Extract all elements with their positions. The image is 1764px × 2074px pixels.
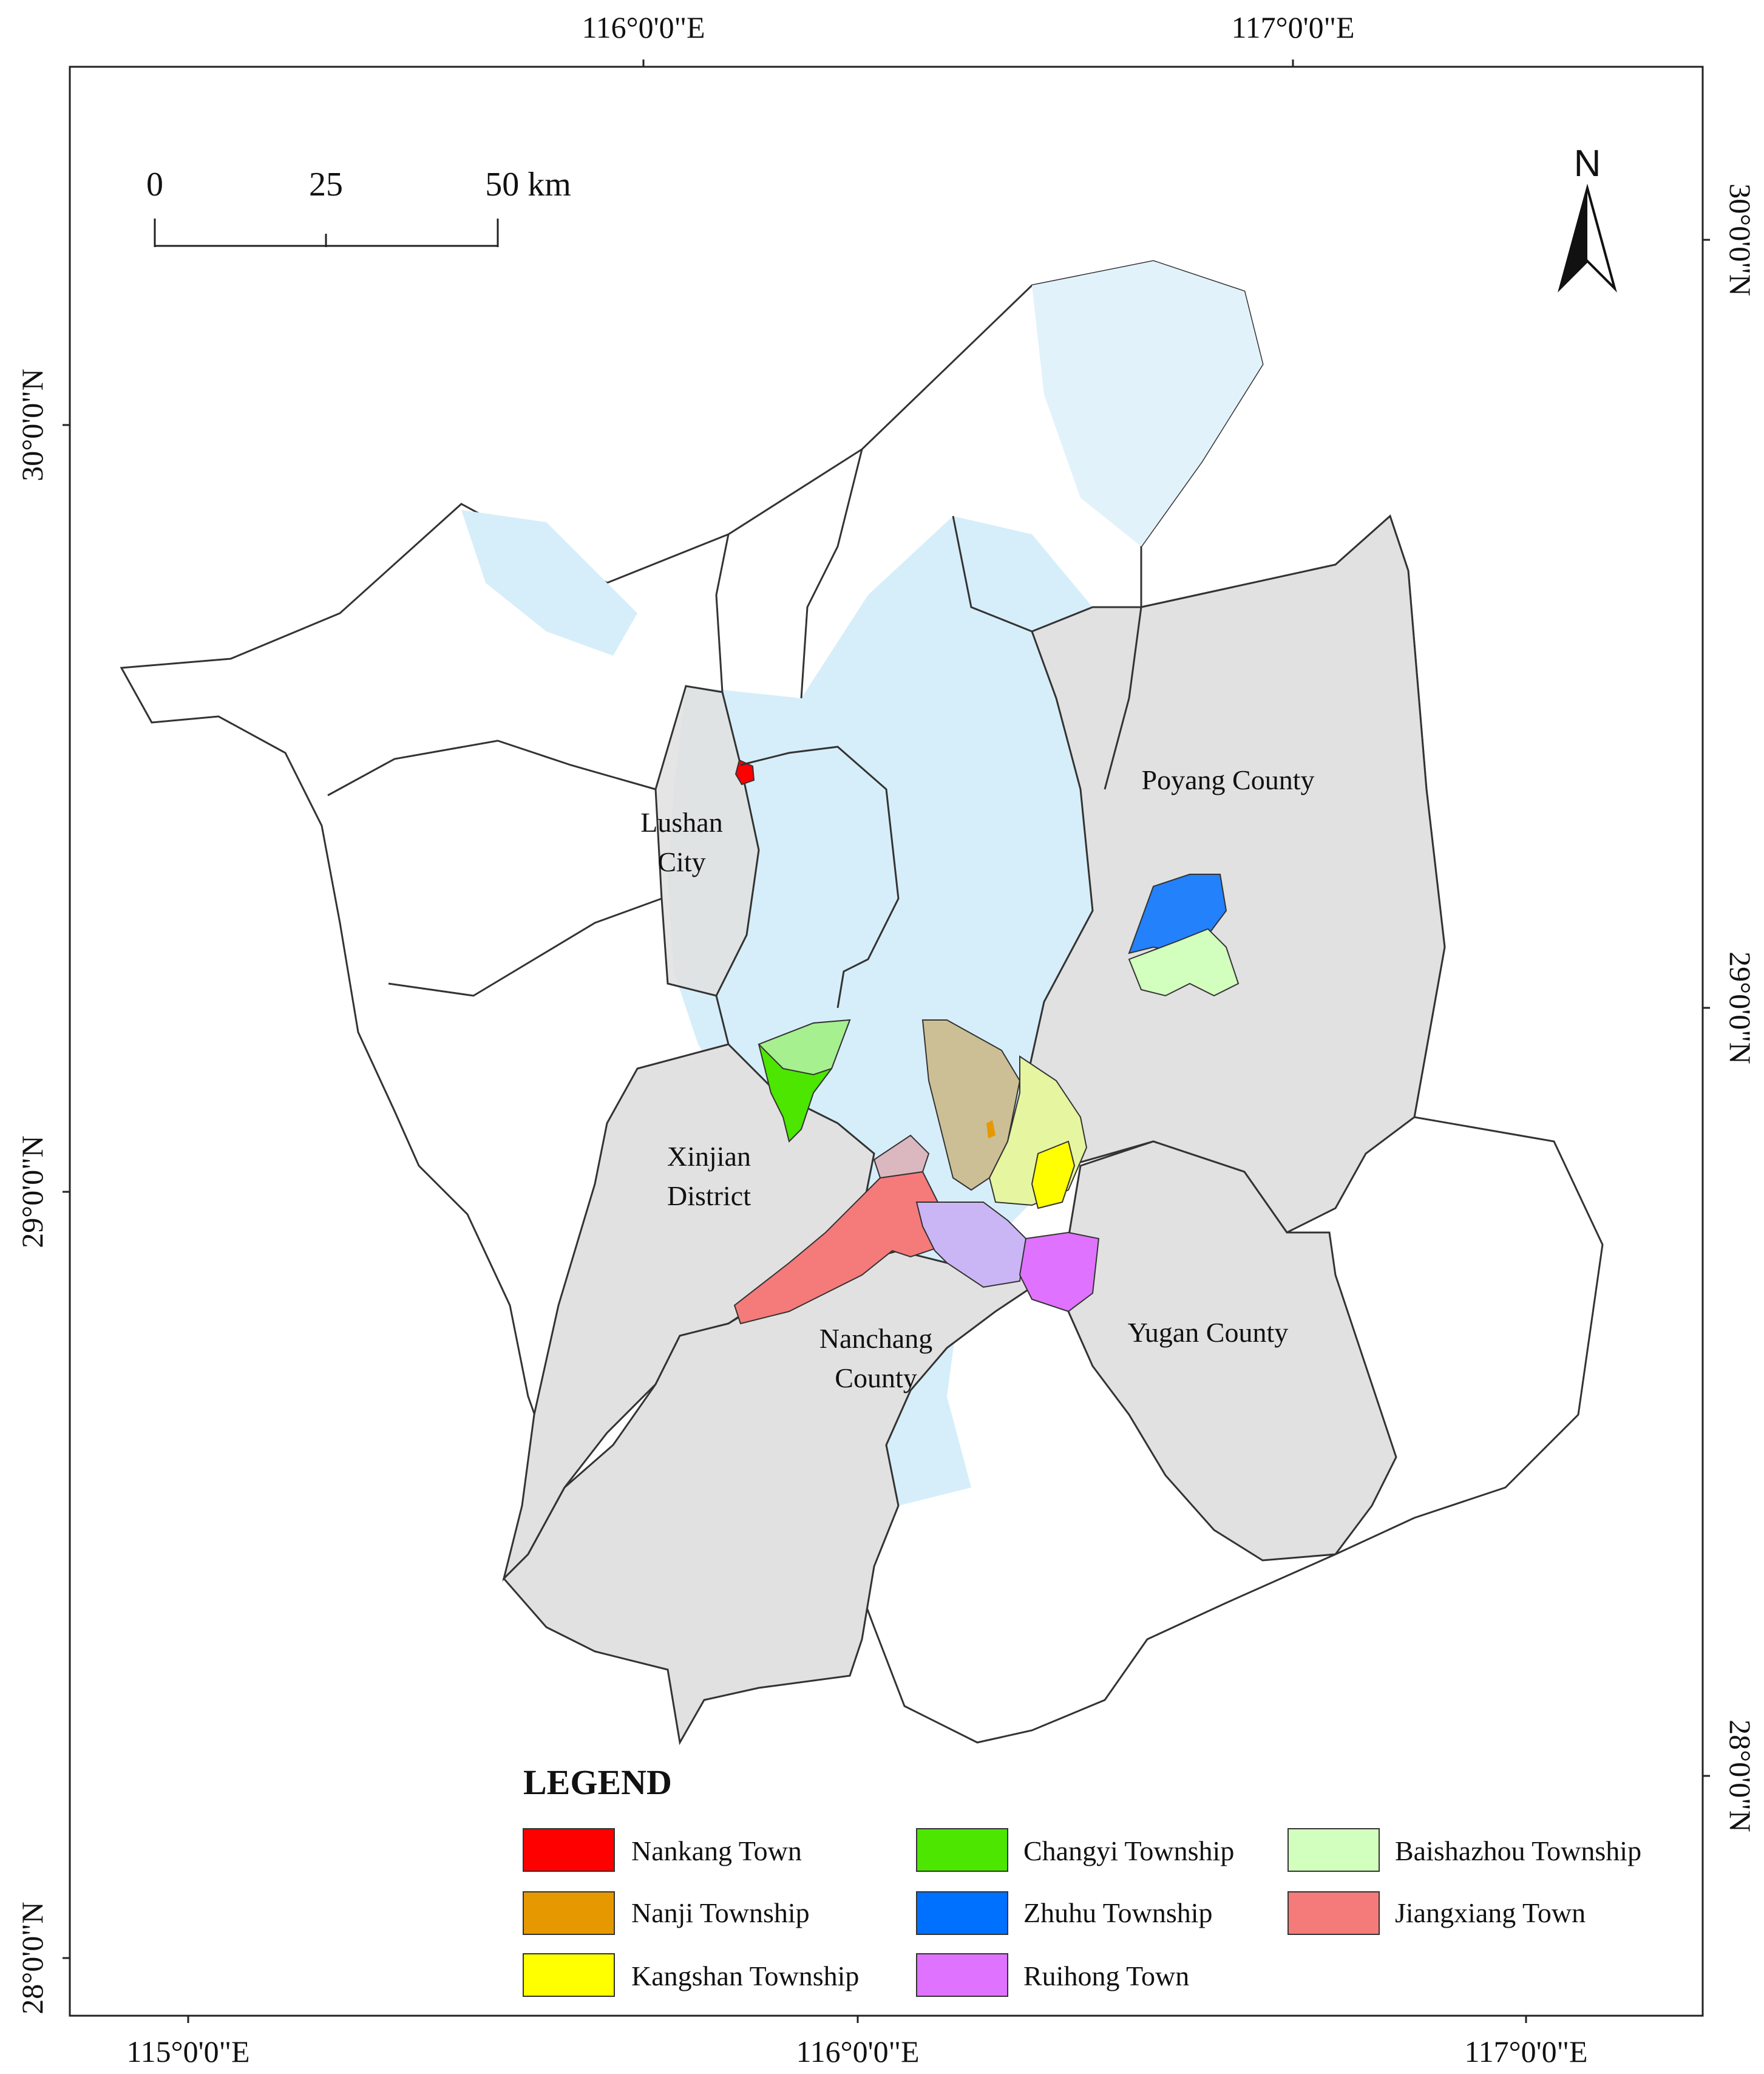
legend-label: Nankang Town bbox=[631, 1835, 802, 1866]
nanji-township-mark bbox=[986, 1120, 996, 1138]
left-latitude-label: 28°0'0"N bbox=[15, 1902, 49, 2014]
legend-swatch-ruihong bbox=[916, 1953, 1008, 1997]
lushan-city-label: Lushan bbox=[640, 807, 722, 838]
kangshan-township-area bbox=[1031, 1140, 1076, 1209]
nankang-town-area bbox=[734, 759, 755, 786]
north-arrow: N bbox=[1558, 143, 1617, 293]
lushan-city-label: City bbox=[657, 846, 705, 877]
scale-bar: 0 25 50 km bbox=[146, 166, 571, 247]
right-latitude-label: 28°0'0"N bbox=[1723, 1719, 1757, 1832]
legend-swatch-baishazhou bbox=[1287, 1828, 1380, 1872]
legend-swatch-changyi bbox=[916, 1828, 1008, 1872]
xinjian-district-label: Xinjian bbox=[667, 1141, 751, 1172]
xinjian-district-label: District bbox=[667, 1180, 751, 1211]
legend-label: Baishazhou Township bbox=[1395, 1835, 1641, 1866]
lushan-city-area bbox=[654, 685, 760, 997]
lake-water bbox=[461, 510, 637, 656]
jiangxiang-town-light bbox=[873, 1134, 930, 1179]
legend-swatch-nanji bbox=[523, 1891, 615, 1935]
lake-water bbox=[1032, 261, 1263, 546]
legend-title: LEGEND bbox=[523, 1763, 672, 1802]
graticule-ticks bbox=[63, 59, 1710, 2023]
legend-label: Ruihong Town bbox=[1023, 1960, 1189, 1991]
legend-label: Kangshan Township bbox=[631, 1960, 859, 1991]
legend-label: Nanji Township bbox=[631, 1897, 810, 1928]
ruihong-town-area bbox=[1019, 1231, 1100, 1313]
right-latitude-label: 30°0'0"N bbox=[1723, 183, 1757, 296]
nanchang-county-label: County bbox=[835, 1362, 917, 1393]
legend-label: Changyi Township bbox=[1023, 1835, 1234, 1866]
right-latitude-label: 29°0'0"N bbox=[1723, 951, 1757, 1064]
changyi-township-light bbox=[758, 1019, 851, 1076]
poyang-county-label: Poyang County bbox=[1142, 764, 1315, 795]
scale-label: 0 bbox=[146, 166, 163, 203]
internal-boundaries bbox=[327, 449, 1142, 1045]
legend-label: Jiangxiang Town bbox=[1395, 1897, 1586, 1928]
yugan-county-area bbox=[1067, 1140, 1397, 1562]
nanchang-county-label: Nanchang bbox=[819, 1323, 932, 1354]
top-longitude-label: 117°0'0"E bbox=[1231, 10, 1354, 44]
poyang-county-area bbox=[1019, 514, 1446, 1234]
north-label: N bbox=[1574, 143, 1601, 185]
left-latitude-label: 29°0'0"N bbox=[15, 1135, 49, 1248]
baishazhou-township-area bbox=[1128, 928, 1240, 997]
ruihong-town-light bbox=[915, 1202, 1027, 1288]
bottom-longitude-label: 117°0'0"E bbox=[1464, 2035, 1587, 2069]
yugan-county-label: Yugan County bbox=[1128, 1317, 1289, 1348]
legend-swatch-nankang bbox=[523, 1828, 615, 1872]
scale-label: 50 km bbox=[485, 166, 571, 203]
top-longitude-label: 116°0'0"E bbox=[582, 10, 705, 44]
left-latitude-label: 30°0'0"N bbox=[15, 369, 49, 481]
bottom-longitude-label: 115°0'0"E bbox=[126, 2035, 249, 2069]
scale-label: 25 bbox=[309, 166, 343, 203]
legend-label: Zhuhu Township bbox=[1023, 1897, 1213, 1928]
legend: LEGEND Nankang Town Nanji Township Kangs… bbox=[523, 1763, 1641, 1997]
legend-swatch-zhuhu bbox=[916, 1891, 1008, 1935]
bottom-longitude-label: 116°0'0"E bbox=[796, 2035, 919, 2069]
legend-swatch-kangshan bbox=[523, 1953, 615, 1997]
legend-swatch-jiangxiang bbox=[1287, 1891, 1380, 1935]
